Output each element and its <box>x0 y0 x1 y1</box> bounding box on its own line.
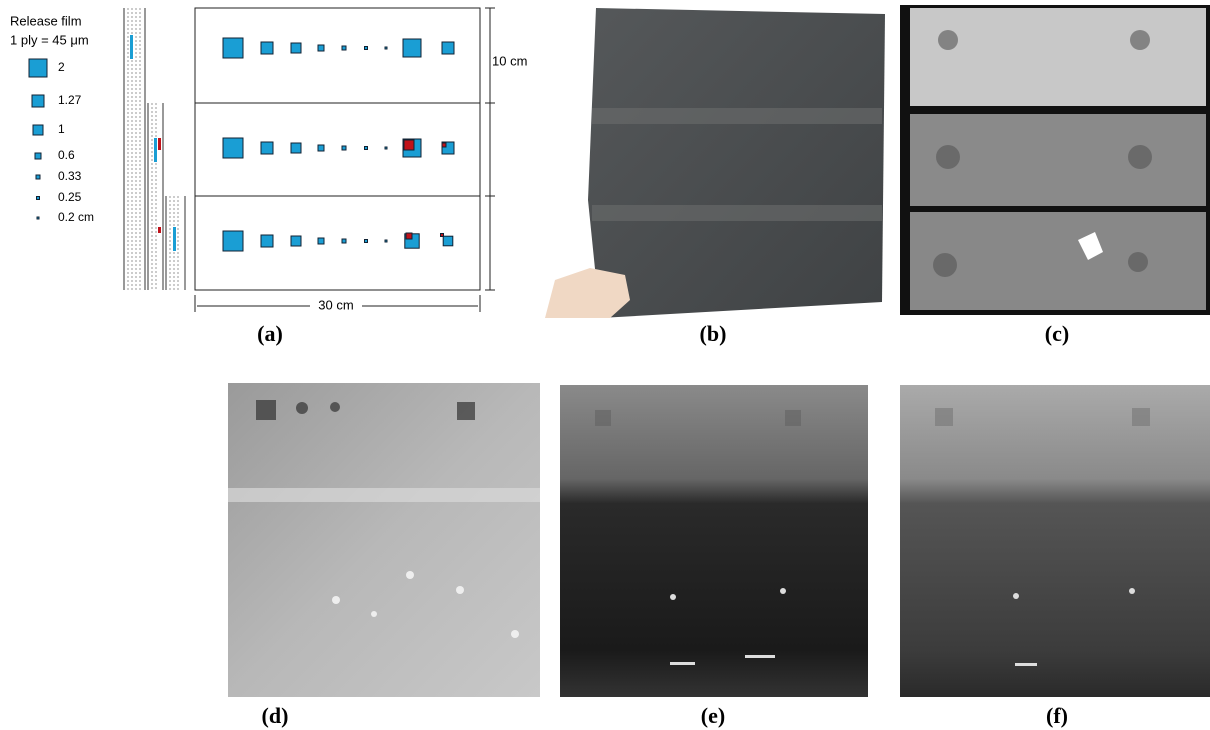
square <box>317 144 325 152</box>
square <box>317 237 325 245</box>
square <box>32 124 44 136</box>
square <box>222 137 244 159</box>
square <box>441 142 447 148</box>
square <box>341 145 347 151</box>
panel-label: (d) <box>262 703 289 728</box>
size-label: 1 <box>58 122 65 136</box>
image-d <box>228 383 540 697</box>
size-label: 0.2 cm <box>58 210 94 224</box>
photo-b <box>545 8 885 318</box>
square <box>260 141 274 155</box>
square <box>35 174 41 180</box>
legend-title: Release film <box>10 13 82 28</box>
square <box>341 45 347 51</box>
plate-diagram <box>194 7 495 312</box>
panel-label: (b) <box>700 321 727 346</box>
square <box>364 239 368 243</box>
width-label: 30 cm <box>318 297 353 312</box>
square <box>290 42 302 54</box>
panel-label: (c) <box>1045 321 1069 346</box>
size-label: 0.25 <box>58 190 82 204</box>
square <box>260 41 274 55</box>
square <box>440 233 444 237</box>
image-e <box>560 385 868 697</box>
square <box>36 196 40 200</box>
square <box>384 146 388 150</box>
square <box>384 239 388 243</box>
square <box>442 235 454 247</box>
defect-squares <box>222 37 455 252</box>
square <box>290 235 302 247</box>
square <box>28 58 48 78</box>
square <box>317 44 325 52</box>
square <box>260 234 274 248</box>
panel-label: (a) <box>257 321 283 346</box>
size-legend: 2 1.27 1 0.6 0.33 0.25 0.2 cm <box>28 58 94 224</box>
legend-title: 1 ply = 45 μm <box>10 32 89 47</box>
size-label: 1.27 <box>58 93 82 107</box>
square <box>364 146 368 150</box>
size-label: 2 <box>58 60 65 74</box>
square <box>403 139 415 151</box>
height-label: 10 cm <box>492 53 527 68</box>
square <box>364 46 368 50</box>
size-label: 0.6 <box>58 148 75 162</box>
square <box>405 232 413 240</box>
square <box>290 142 302 154</box>
square <box>34 152 42 160</box>
square <box>222 37 244 59</box>
image-f <box>900 385 1210 697</box>
panel-label: (e) <box>701 703 725 728</box>
square <box>384 46 388 50</box>
size-label: 0.33 <box>58 169 82 183</box>
panel-label: (f) <box>1046 703 1068 728</box>
layup-diagram <box>123 8 186 290</box>
square <box>31 94 45 108</box>
square <box>402 38 422 58</box>
square <box>341 238 347 244</box>
image-c <box>900 5 1210 315</box>
square <box>441 41 455 55</box>
square <box>222 230 244 252</box>
square <box>36 216 40 220</box>
